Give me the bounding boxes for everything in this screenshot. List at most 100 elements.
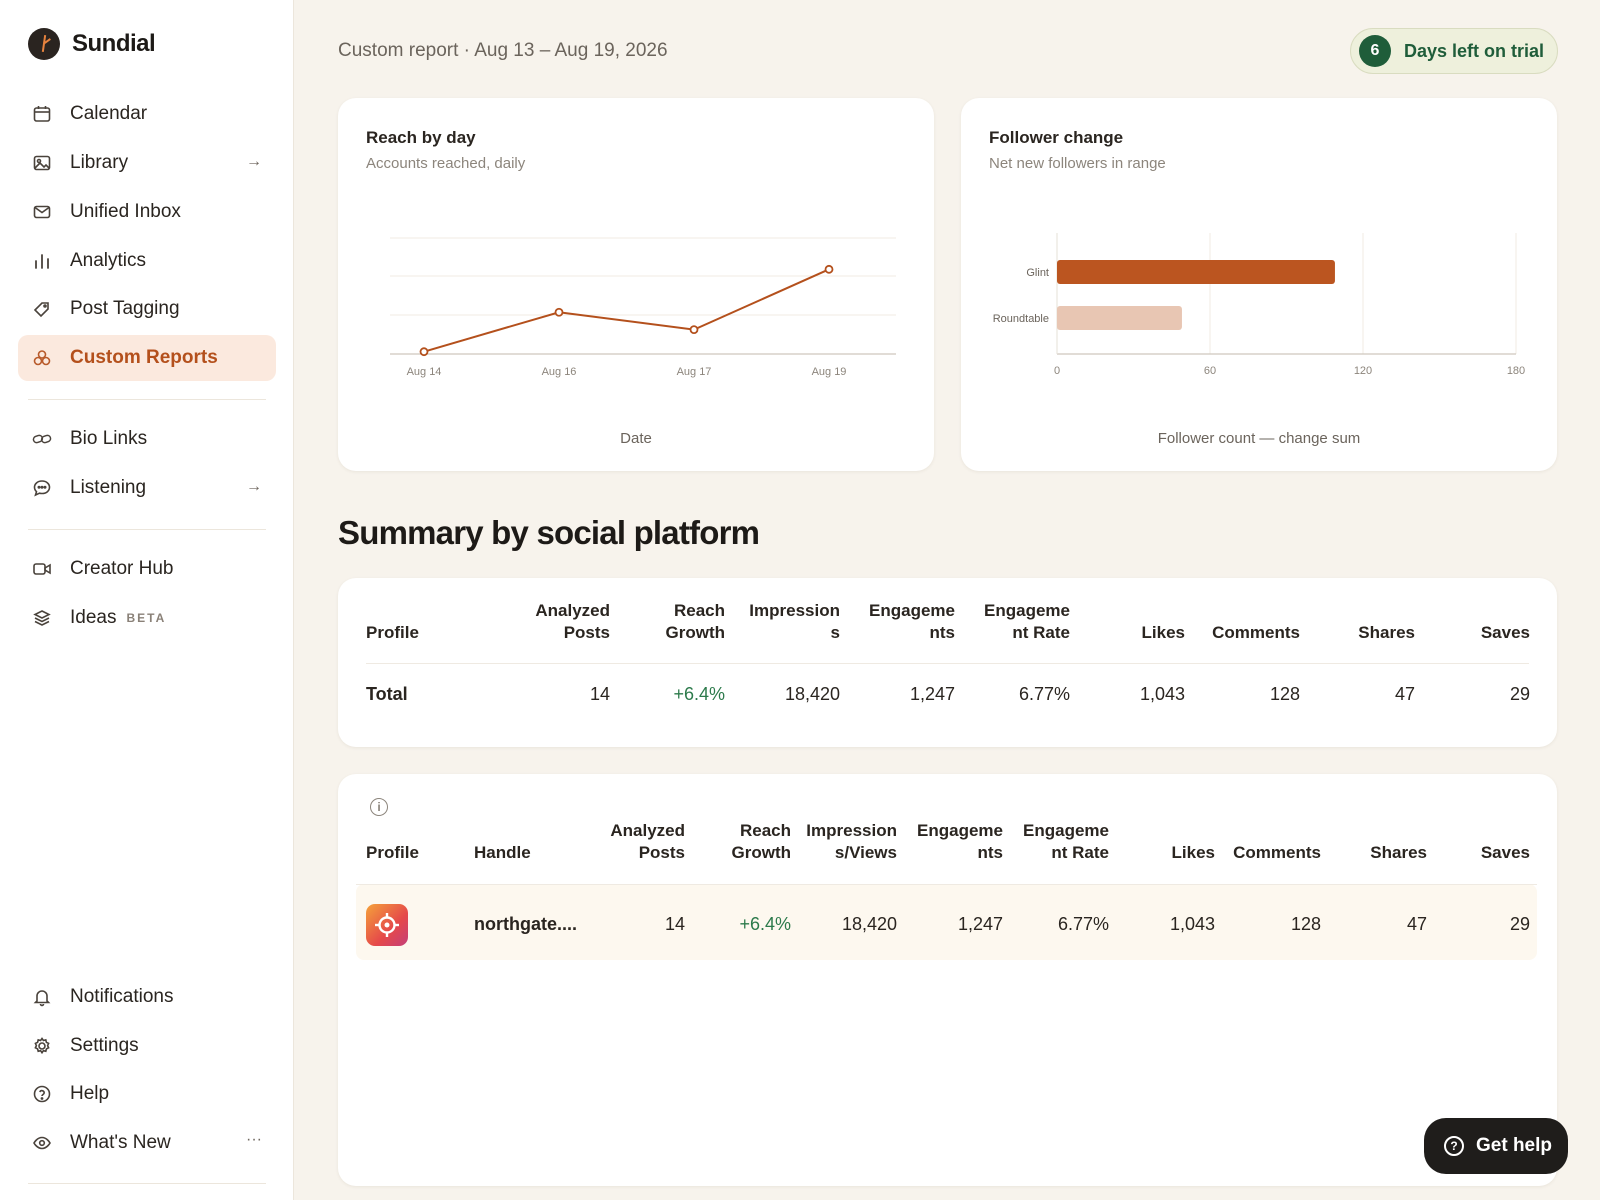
x-tick-label: Aug 17 (677, 366, 712, 378)
column-header[interactable]: Shares (1358, 623, 1415, 642)
column-header[interactable]: Profile (366, 843, 419, 862)
sidebar-item-library[interactable]: Library → (18, 140, 276, 186)
column-header[interactable]: Handle (474, 843, 531, 862)
follower-card: Follower change Net new followers in ran… (961, 98, 1557, 471)
info-icon[interactable]: i (370, 798, 388, 816)
column-header[interactable]: Likes (1141, 623, 1185, 642)
x-tick-label: Aug 14 (407, 366, 442, 378)
column-header[interactable]: Likes (1171, 843, 1215, 862)
trial-days-count: 6 (1359, 35, 1391, 67)
sidebar-item-ideas[interactable]: Ideas BETA (18, 595, 276, 641)
table-cell: 128 (1290, 914, 1321, 934)
link-icon (32, 429, 52, 449)
more-icon[interactable]: ··· (246, 1131, 262, 1148)
report-title: Custom report · Aug 13 – Aug 19, 2026 (338, 40, 668, 61)
sidebar-item-settings[interactable]: Settings (18, 1023, 276, 1069)
sidebar-item-creator-hub[interactable]: Creator Hub (18, 546, 276, 592)
sidebar-item-analytics[interactable]: Analytics (18, 238, 276, 284)
column-header[interactable]: Analyzed Posts (535, 601, 610, 642)
column-header[interactable]: Impression s (749, 601, 840, 642)
sidebar-item-label: Ideas (70, 607, 117, 628)
sundial-logo-icon (28, 28, 60, 60)
brand-name: Sundial (72, 30, 156, 57)
sidebar-item-help[interactable]: Help (18, 1071, 276, 1117)
trial-badge[interactable]: 6 Days left on trial (1350, 28, 1558, 74)
table-cell: 47 (1394, 684, 1415, 704)
column-header[interactable]: Engageme nts (869, 601, 955, 642)
help-circle-icon (32, 1084, 52, 1104)
help-circle-icon: ? (1444, 1136, 1464, 1156)
card-subtitle: Accounts reached, daily (366, 155, 526, 172)
sidebar-item-bio-links[interactable]: Bio Links (18, 416, 276, 462)
table-cell: 128 (1269, 684, 1300, 704)
table-cell: Total (366, 684, 408, 704)
column-header[interactable]: Engageme nt Rate (1023, 821, 1109, 862)
table-cell: 18,420 (784, 684, 840, 704)
column-header[interactable]: Analyzed Posts (610, 821, 685, 862)
column-header[interactable]: Profile (366, 623, 419, 642)
data-point (824, 264, 834, 274)
data-point (689, 325, 699, 335)
eye-icon (32, 1133, 52, 1153)
sidebar-item-calendar[interactable]: Calendar (18, 91, 276, 137)
table-cell: 6.77% (1057, 914, 1109, 934)
sidebar-item-label: Notifications (70, 986, 174, 1007)
table-cell: 14 (589, 684, 610, 704)
table-cell: 14 (664, 914, 685, 934)
y-tick-label: Roundtable (993, 313, 1049, 325)
beta-badge: BETA (126, 611, 167, 625)
y-tick-label: Glint (1026, 267, 1049, 279)
follower-bar-chart: 0 60 120 180 Glint Roundtable (993, 233, 1525, 377)
summary-table: Profile Analyzed Posts Reach Growth Impressio… (338, 578, 1557, 747)
trial-label: Days left on trial (1404, 40, 1545, 61)
sidebar-item-notifications[interactable]: Notifications (18, 974, 276, 1020)
column-header[interactable]: Comments (1233, 843, 1321, 862)
column-header[interactable]: Engageme nts (917, 821, 1003, 862)
table-cell: 29 (1509, 684, 1530, 704)
section-heading: Summary by social platform (338, 514, 760, 551)
x-tick-label: 0 (1054, 365, 1060, 377)
column-header[interactable]: Saves (1480, 623, 1530, 642)
table-cell: +6.4% (673, 684, 725, 704)
layers-icon (32, 608, 52, 628)
sidebar-item-unified-inbox[interactable]: Unified Inbox (18, 189, 276, 235)
column-header[interactable]: Comments (1212, 623, 1300, 642)
crosshair-logo-icon (375, 913, 399, 937)
table-cell: 1,043 (1169, 914, 1215, 934)
sidebar-item-label: Analytics (70, 250, 147, 271)
sidebar-item-label: Bio Links (70, 428, 148, 449)
x-axis-label: Follower count — change sum (1157, 430, 1361, 447)
x-axis-label: Date (620, 430, 652, 447)
video-icon (32, 559, 52, 579)
column-header[interactable]: Engageme nt Rate (984, 601, 1070, 642)
table-cell: 1,247 (909, 684, 955, 704)
table-cell: 1,247 (957, 914, 1003, 934)
get-help-button[interactable]: ? Get help (1424, 1118, 1568, 1174)
brand[interactable]: Sundial (28, 28, 156, 60)
sidebar-item-label: Settings (70, 1035, 139, 1056)
bar (1057, 260, 1335, 284)
column-header[interactable]: Reach Growth (665, 601, 726, 642)
sidebar-item-label: Creator Hub (70, 558, 174, 579)
column-header[interactable]: Saves (1480, 843, 1530, 862)
column-header[interactable]: Impression s/Views (806, 821, 897, 862)
row-separator (356, 884, 1537, 885)
sidebar-item-custom-reports[interactable]: Custom Reports (18, 335, 276, 381)
profile-avatar[interactable] (366, 904, 408, 946)
sidebar-item-listening[interactable]: Listening → (18, 465, 276, 511)
column-header[interactable]: Reach Growth (731, 821, 792, 862)
tag-icon (32, 299, 52, 319)
sidebar-item-label: Listening (70, 477, 147, 498)
table-row-highlight (356, 884, 1537, 960)
image-icon (32, 153, 52, 173)
sidebar-item-whats-new[interactable]: What's New ··· (18, 1120, 276, 1166)
row-separator (366, 663, 1529, 664)
arrow-right-icon: → (246, 478, 262, 495)
get-help-label: Get help (1476, 1135, 1553, 1156)
table-cell[interactable]: northgate.... (474, 914, 577, 934)
reach-line-chart: Aug 14 Aug 16 Aug 17 Aug 19 (390, 237, 896, 378)
bar (1057, 306, 1182, 330)
sidebar-item-post-tagging[interactable]: Post Tagging (18, 286, 276, 332)
data-point (419, 347, 429, 357)
column-header[interactable]: Shares (1370, 843, 1427, 862)
